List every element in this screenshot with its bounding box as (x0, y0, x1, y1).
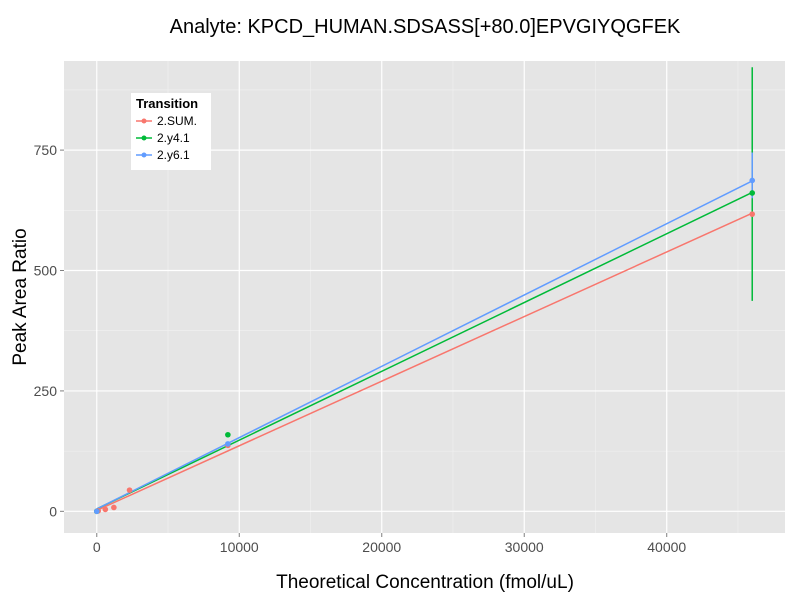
x-tick-label: 30000 (505, 539, 544, 555)
legend-entry-label: 2.y4.1 (157, 131, 190, 145)
legend-key-point (141, 135, 147, 141)
chart-title: Analyte: KPCD_HUMAN.SDSASS[+80.0]EPVGIYQ… (170, 16, 681, 38)
x-axis-title: Theoretical Concentration (fmol/uL) (276, 572, 574, 593)
x-tick-label: 40000 (647, 539, 686, 555)
data-point (749, 177, 756, 184)
legend-entry-label: 2.y6.1 (157, 148, 190, 162)
x-tick-label: 20000 (362, 539, 401, 555)
data-point (111, 504, 117, 511)
axes-layer: 0 10000 20000 30000 40000 0 250 500 750 (34, 142, 687, 555)
minor-grid (64, 61, 785, 533)
data-point (225, 441, 231, 447)
y-tick-label: 750 (34, 142, 58, 158)
legend-key-point (141, 152, 147, 158)
data-point (749, 211, 756, 217)
data-point (225, 431, 231, 438)
legend-title: Transition (136, 96, 198, 111)
fit-line (96, 180, 753, 510)
x-tick-label: 10000 (220, 539, 259, 555)
data-point (93, 508, 100, 515)
fit-line (96, 212, 753, 512)
data-point (126, 487, 133, 493)
y-axis-title: Peak Area Ratio (10, 228, 31, 365)
data-point (749, 190, 756, 196)
legend-key-point (141, 118, 147, 124)
series-layer (93, 67, 756, 515)
legend-entry-label: 2.SUM. (157, 114, 197, 128)
y-tick-label: 500 (34, 263, 58, 279)
y-tick-label: 0 (49, 503, 57, 519)
y-tick-label: 250 (34, 383, 58, 399)
data-point (102, 506, 109, 513)
x-tick-label: 0 (93, 539, 101, 555)
fit-line (96, 191, 753, 510)
legend: Transition 2.SUM. 2.y4.1 2.y6.1 (131, 93, 211, 170)
